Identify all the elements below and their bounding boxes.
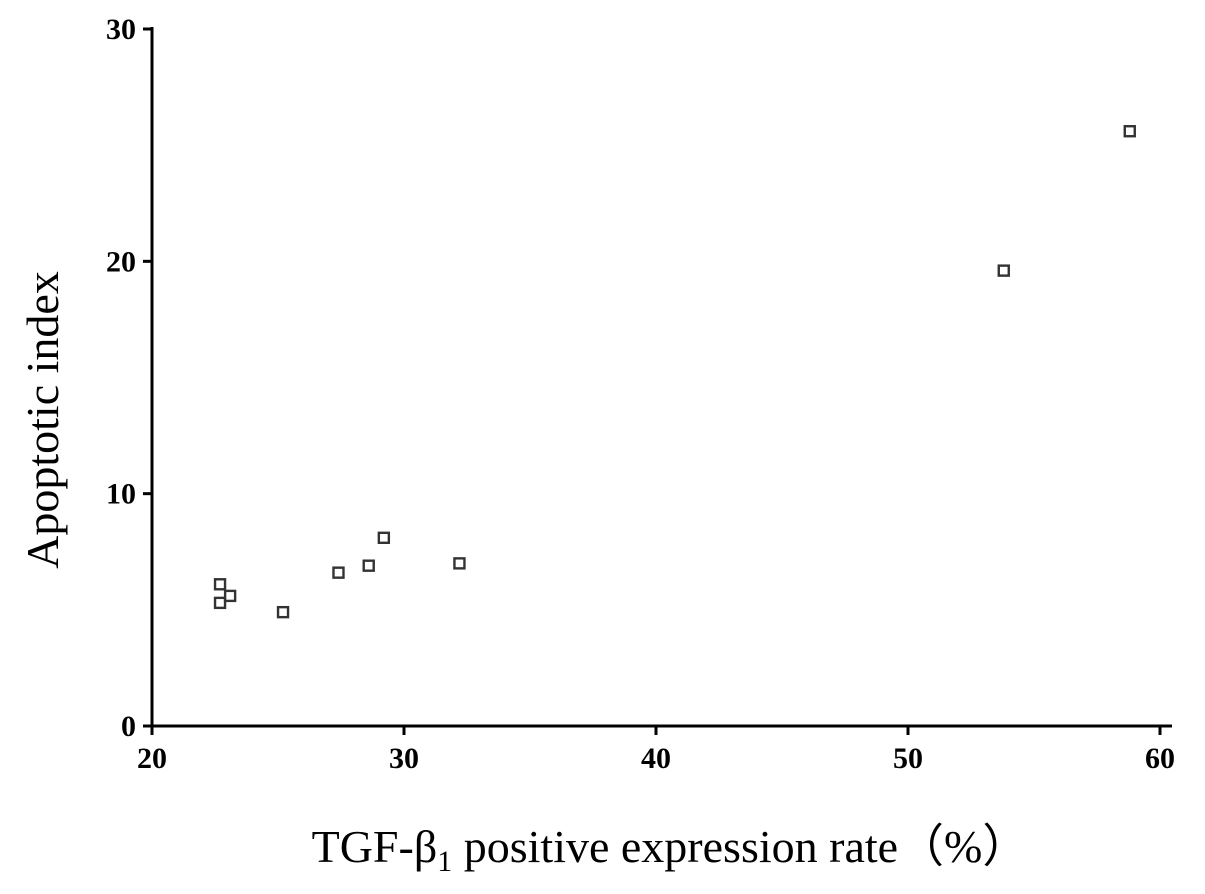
scatter-point xyxy=(362,559,375,572)
x-tick-label: 50 xyxy=(893,742,923,775)
x-axis-title-subscript: 1 xyxy=(437,845,452,878)
x-axis-title-prefix: TGF-β xyxy=(312,821,438,872)
scatter-point xyxy=(213,578,227,591)
x-tick-label: 60 xyxy=(1145,742,1175,775)
x-tick-label: 20 xyxy=(137,742,167,775)
x-axis-title-suffix: positive expression rate（%） xyxy=(452,821,1028,872)
scatter-point xyxy=(276,605,290,619)
y-ticks: 0 10 20 30 xyxy=(106,13,152,743)
scatter-point xyxy=(223,589,237,603)
scatter-point xyxy=(213,596,227,610)
axes xyxy=(150,27,1172,728)
x-axis-title: TGF-β1 positive expression rate（%） xyxy=(312,821,1029,878)
scatter-point xyxy=(1123,125,1136,138)
x-ticks: 20 30 40 50 60 xyxy=(137,726,1175,775)
y-tick-label: 0 xyxy=(121,710,136,743)
scatter-point xyxy=(332,566,345,579)
scatter-point xyxy=(453,557,466,570)
scatter-point xyxy=(997,264,1010,277)
x-tick-label: 30 xyxy=(389,742,419,775)
y-tick-label: 10 xyxy=(106,478,136,511)
y-tick-label: 20 xyxy=(106,245,136,278)
y-tick-label: 30 xyxy=(106,13,136,46)
data-points xyxy=(213,125,1136,619)
x-tick-label: 40 xyxy=(641,742,671,775)
y-axis-title: Apoptotic index xyxy=(17,271,68,569)
scatter-point xyxy=(377,531,391,545)
